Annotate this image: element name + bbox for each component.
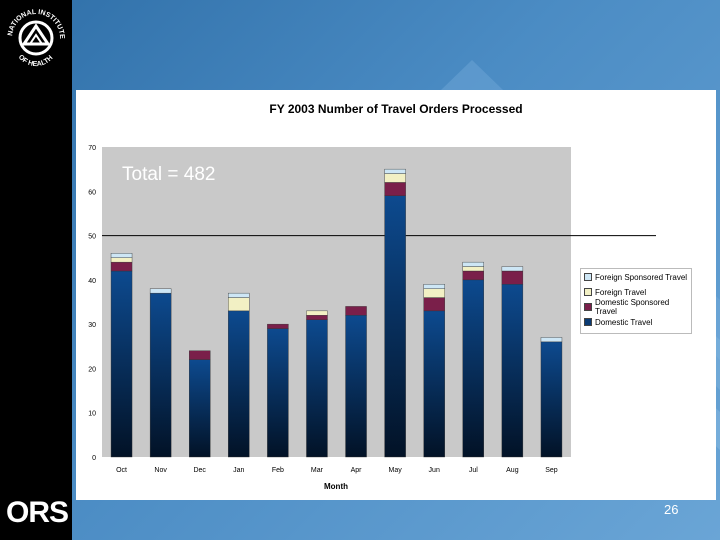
bar-segment (423, 297, 445, 312)
x-tick-label: Mar (311, 467, 324, 474)
bar-segment (149, 292, 172, 458)
bar-segment (384, 195, 406, 458)
chart-title: FY 2003 Number of Travel Orders Processe… (269, 102, 523, 116)
bar-segment (228, 310, 250, 458)
x-tick-label: Sep (545, 467, 558, 474)
total-annotation: Total = 482 (122, 164, 216, 185)
chart-legend: Foreign Sponsored Travel Foreign Travel Do… (580, 268, 692, 334)
x-tick-label: Dec (193, 467, 206, 474)
bar-segment (110, 253, 133, 258)
bar-segment (345, 315, 367, 458)
y-tick-label: 0 (92, 455, 96, 462)
bar-segment (345, 306, 367, 316)
bar-segment (423, 310, 445, 458)
bar-segment (384, 182, 406, 196)
bar-segment (306, 315, 328, 320)
legend-label: Domestic Sponsored Travel (595, 298, 670, 316)
x-tick-label: Apr (351, 467, 363, 474)
legend-swatch (584, 318, 592, 326)
bar-segment (462, 261, 484, 267)
legend-swatch (584, 288, 592, 296)
bar-segment (189, 359, 211, 458)
x-tick-label: May (389, 467, 403, 474)
bar-segment (540, 337, 563, 343)
bar-segment (110, 270, 133, 458)
legend-item: Foreign Travel (584, 285, 691, 299)
y-tick-label: 10 (88, 411, 96, 418)
y-tick-label: 60 (88, 189, 96, 196)
slide-number: 26 (664, 502, 679, 517)
bar-segment (228, 297, 250, 312)
legend-swatch (584, 303, 592, 311)
x-tick-label: Jul (469, 467, 478, 474)
bar-segment (267, 328, 289, 458)
bar-segment (306, 319, 328, 458)
legend-item: Foreign Sponsored Travel (584, 270, 691, 284)
bar-segment (306, 310, 328, 316)
bar-segment (384, 173, 406, 183)
bar-segment (149, 288, 172, 294)
x-tick-label: Nov (154, 467, 167, 474)
y-tick-label: 40 (88, 278, 96, 285)
x-tick-label: Feb (272, 467, 284, 474)
ors-brand-label: ORS (6, 496, 69, 529)
bar-segment (462, 279, 484, 458)
x-tick-label: Jan (233, 467, 244, 474)
legend-item: Domestic Sponsored Travel (584, 298, 691, 316)
bar-segment (110, 261, 133, 272)
svg-text:OF HEALTH: OF HEALTH (17, 54, 55, 68)
chart-panel: FY 2003 Number of Travel Orders Processe… (76, 90, 716, 500)
x-tick-label: Jun (429, 467, 440, 474)
bar-segment (110, 257, 133, 263)
bar-segment (501, 270, 524, 285)
y-tick-label: 50 (88, 234, 96, 241)
bar-segment (501, 266, 524, 272)
y-tick-label: 70 (88, 145, 96, 152)
bar-segment (462, 266, 484, 272)
legend-label: Foreign Sponsored Travel (595, 272, 688, 282)
bar-segment (228, 292, 250, 298)
left-sidebar-bar: NATIONAL INSTITUTES OF HEALTH ORS (0, 0, 72, 540)
bar-segment (501, 284, 524, 458)
bar-segment (189, 350, 211, 360)
y-tick-label: 30 (88, 322, 96, 329)
bar-segment (384, 168, 406, 174)
y-tick-label: 20 (88, 366, 96, 373)
bar-segment (423, 288, 445, 298)
nih-logo: NATIONAL INSTITUTES OF HEALTH (4, 4, 65, 68)
plot-area (102, 147, 571, 457)
bar-segment (540, 341, 563, 458)
bar-segment (267, 323, 289, 329)
bar-segment (462, 270, 484, 281)
legend-swatch (584, 273, 592, 281)
x-axis-title: Month (324, 482, 348, 491)
legend-item: Domestic Travel (584, 315, 691, 329)
bar-segment (423, 284, 445, 289)
bar-chart: 0 10 20 30 40 50 60 70 Oct Nov Dec Jan Feb Mar Apr May J… (88, 145, 656, 474)
legend-label: Foreign Travel (595, 287, 647, 297)
legend-label: Domestic Travel (595, 317, 653, 327)
x-tick-label: Oct (116, 467, 127, 474)
x-tick-label: Aug (506, 467, 519, 474)
